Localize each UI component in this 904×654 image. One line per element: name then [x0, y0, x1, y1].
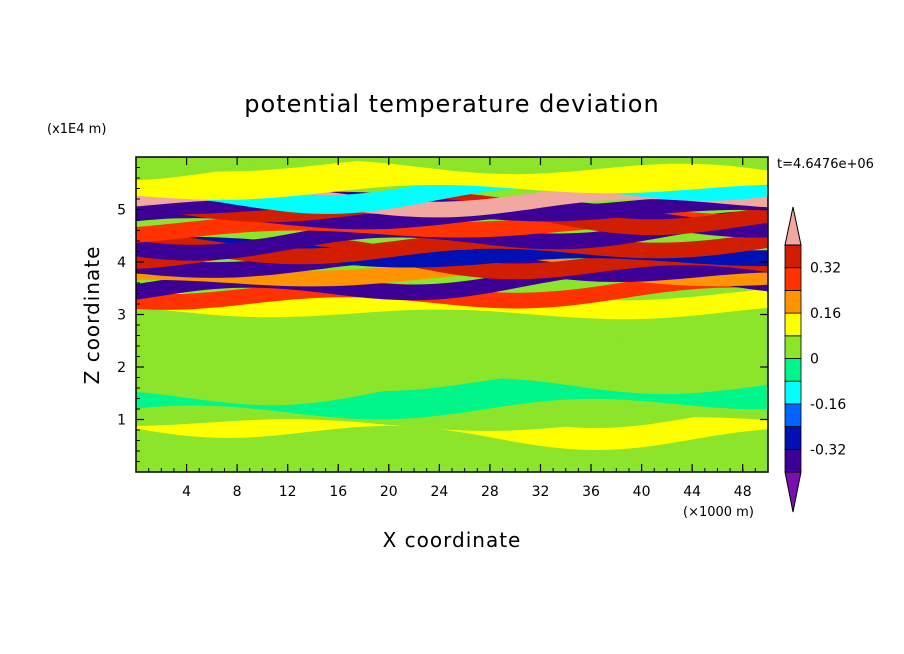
colorbar-segment	[784, 335, 802, 359]
colorbar: 0.32 0.16 0 -0.16 -0.32	[784, 206, 846, 513]
y-axis-label: Z coordinate	[80, 246, 104, 385]
y-tick-label: 4	[117, 255, 126, 271]
x-tick-label: 48	[734, 484, 752, 500]
colorbar-segment	[784, 267, 802, 291]
x-unit-label: (×1000 m)	[683, 505, 754, 520]
colorbar-label: 0.32	[810, 261, 841, 277]
contour-band	[136, 414, 768, 467]
x-tick-label: 44	[683, 484, 701, 500]
colorbar-segment	[784, 244, 802, 269]
colorbar-triangle-high	[784, 206, 802, 246]
colorbar-label: -0.16	[810, 397, 846, 413]
colorbar-segment	[784, 403, 802, 427]
colorbar-label: 0.16	[810, 306, 841, 322]
y-tick-label: 1	[117, 413, 126, 429]
x-axis: 4 8 12 16 20 24 28 32 36 40 44 48	[148, 157, 756, 500]
colorbar-segment	[784, 380, 802, 405]
x-tick-label: 8	[233, 484, 242, 500]
colorbar-label: -0.32	[810, 442, 846, 458]
chart-title: potential temperature deviation	[244, 90, 659, 118]
y-unit-label: (x1E4 m)	[47, 122, 106, 137]
colorbar-segment	[784, 358, 802, 382]
x-tick-label: 40	[633, 484, 651, 500]
x-tick-label: 24	[430, 484, 448, 500]
y-axis: 1 2 3 4 5	[117, 167, 768, 462]
contour-band	[136, 231, 768, 265]
contour-band	[136, 192, 768, 236]
y-tick-label: 2	[117, 360, 126, 376]
colorbar-label: 0	[810, 352, 819, 368]
x-tick-label: 16	[329, 484, 347, 500]
y-tick-label: 5	[117, 203, 126, 219]
colorbar-triangle-low	[784, 471, 802, 513]
colorbar-segment	[784, 426, 802, 450]
contour-band	[136, 157, 768, 181]
x-tick-label: 32	[532, 484, 550, 500]
time-label: t=4.6476e+06	[777, 157, 874, 172]
x-axis-label: X coordinate	[383, 528, 522, 552]
x-tick-label: 12	[279, 484, 297, 500]
colorbar-segment	[784, 312, 802, 337]
x-tick-label: 4	[182, 484, 191, 500]
colorbar-segment	[784, 289, 802, 314]
contour-field	[136, 157, 768, 472]
x-tick-label: 36	[582, 484, 600, 500]
y-tick-label: 3	[117, 308, 126, 324]
x-tick-label: 28	[481, 484, 499, 500]
colorbar-segment	[784, 448, 802, 473]
contour-band	[136, 286, 768, 343]
x-tick-label: 20	[380, 484, 398, 500]
